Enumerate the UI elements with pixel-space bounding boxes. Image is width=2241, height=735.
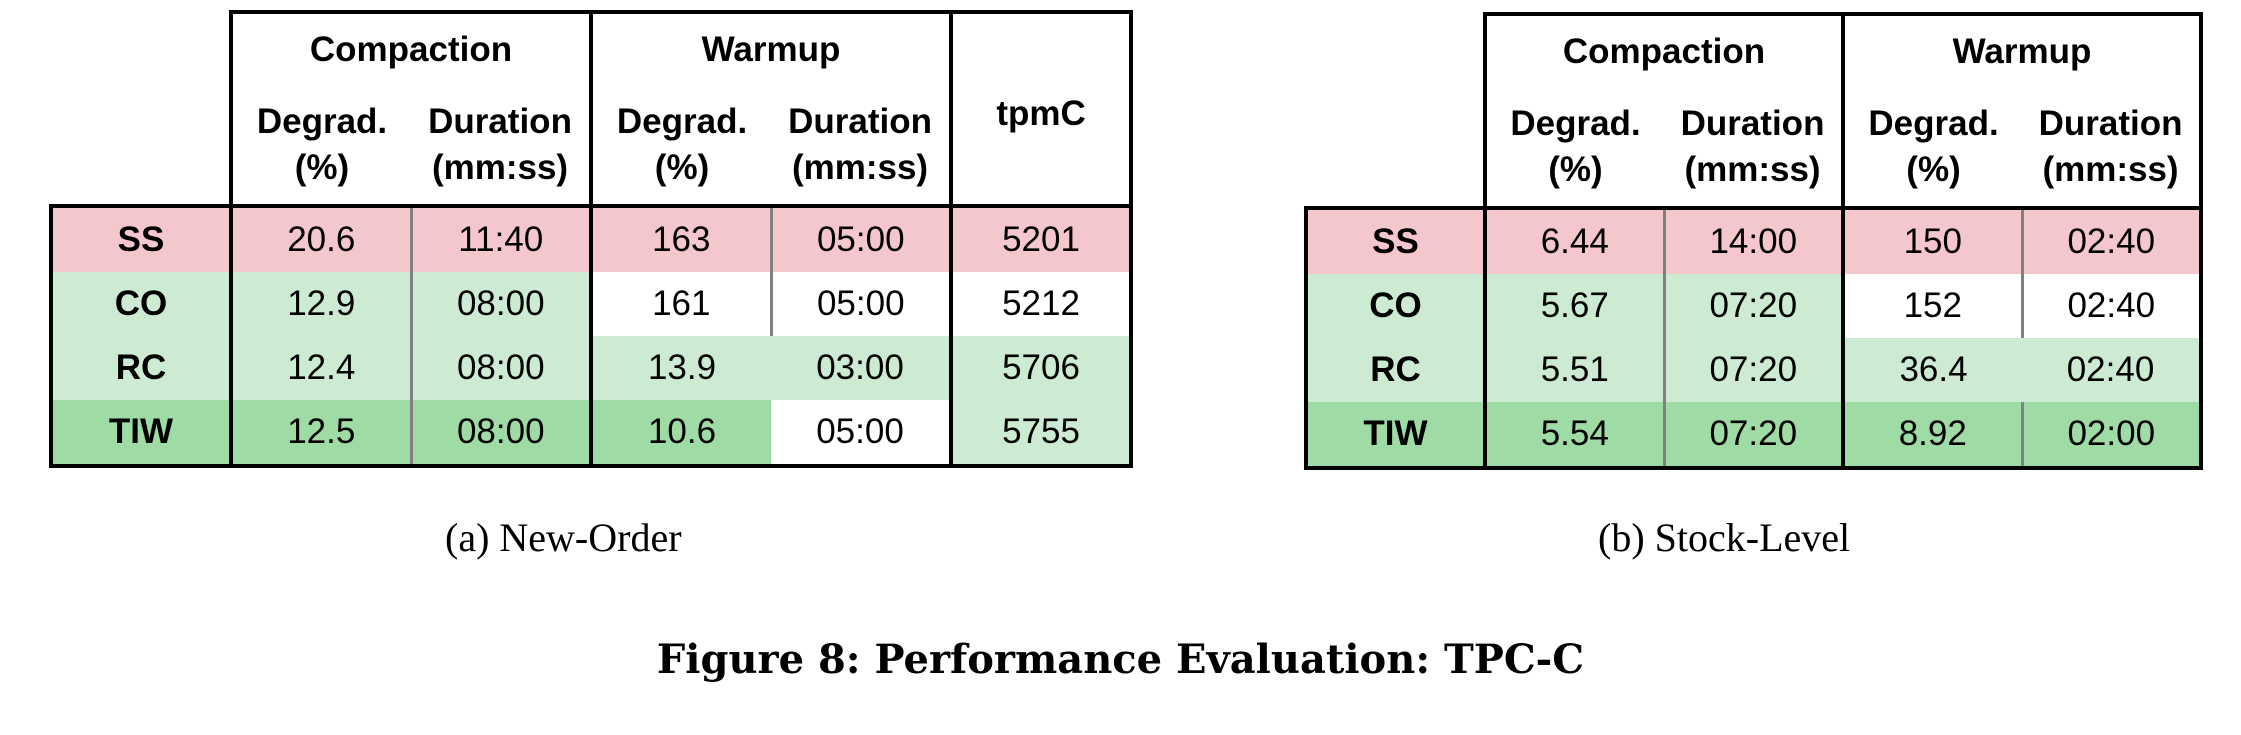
compaction-degrad: 12.4 xyxy=(229,336,413,400)
table-row: RC 12.4 08:00 13.9 03:00 5706 xyxy=(49,336,1134,400)
row-label: CO xyxy=(49,272,231,336)
group-warmup: Warmup xyxy=(589,10,952,86)
tpmc-value: 5706 xyxy=(949,336,1134,400)
compaction-duration: 07:20 xyxy=(1664,402,1844,470)
table-row: TIW 5.54 07:20 8.92 02:00 xyxy=(1304,402,2204,470)
warmup-duration: 05:00 xyxy=(771,204,952,272)
warmup-degrad: 163 xyxy=(589,204,773,272)
table-row: SS 6.44 14:00 150 02:40 xyxy=(1304,206,2204,274)
group-compaction: Compaction xyxy=(228,10,592,86)
group-warmup: Warmup xyxy=(1841,12,2204,88)
table-row: CO 12.9 08:00 161 05:00 5212 xyxy=(49,272,1134,336)
warmup-degrad: 161 xyxy=(589,272,773,336)
header-warmup-degrad: Degrad. (%) xyxy=(589,86,772,206)
subcaption-b: (b) Stock-Level xyxy=(1598,515,1851,560)
group-compaction: Compaction xyxy=(1482,12,1844,88)
warmup-degrad: 13.9 xyxy=(589,336,772,400)
table-row: CO 5.67 07:20 152 02:40 xyxy=(1304,274,2204,338)
row-label: TIW xyxy=(1304,402,1485,470)
header-compaction-duration: Duration (mm:ss) xyxy=(428,102,572,187)
warmup-duration: 02:40 xyxy=(2022,338,2204,402)
compaction-degrad: 12.9 xyxy=(229,272,413,336)
header-compaction-degrad: Degrad. (%) xyxy=(1483,88,1664,208)
row-label: CO xyxy=(1304,274,1485,338)
table-row: RC 5.51 07:20 36.4 02:40 xyxy=(1304,338,2204,402)
warmup-duration: 03:00 xyxy=(771,336,952,400)
header-tpmc: tpmC xyxy=(949,10,1134,206)
table-row: SS 20.6 11:40 163 05:00 5201 xyxy=(49,204,1134,272)
compaction-degrad: 12.5 xyxy=(229,400,413,468)
table-row: TIW 12.5 08:00 10.6 05:00 5755 xyxy=(49,400,1134,468)
compaction-duration: 08:00 xyxy=(411,336,592,400)
header-warmup-degrad: Degrad. (%) xyxy=(1841,88,2023,208)
header-warmup-duration: Duration (mm:ss) xyxy=(788,102,932,187)
row-label: SS xyxy=(49,204,231,272)
header-warmup-duration: Duration (mm:ss) xyxy=(2022,88,2204,208)
warmup-duration: 05:00 xyxy=(771,272,952,336)
warmup-degrad: 8.92 xyxy=(1841,402,2024,470)
compaction-degrad: 5.54 xyxy=(1483,402,1666,470)
row-label: TIW xyxy=(49,400,231,468)
new-order-table: Compaction Warmup tpmC Degrad. (%) Durati… xyxy=(49,10,1134,468)
compaction-duration: 07:20 xyxy=(1664,338,1844,402)
compaction-duration: 08:00 xyxy=(411,400,592,468)
figure-caption: Figure 8: Performance Evaluation: TPC-C xyxy=(656,636,1585,683)
row-label: RC xyxy=(49,336,231,400)
compaction-degrad: 20.6 xyxy=(229,204,413,272)
row-label: SS xyxy=(1304,206,1485,274)
warmup-duration: 02:40 xyxy=(2022,206,2204,274)
compaction-degrad: 5.67 xyxy=(1483,274,1666,338)
compaction-duration: 07:20 xyxy=(1664,274,1844,338)
tpmc-value: 5212 xyxy=(949,272,1134,336)
warmup-degrad: 10.6 xyxy=(589,400,772,468)
compaction-duration: 08:00 xyxy=(411,272,592,336)
header-compaction-degrad: Degrad. (%) xyxy=(229,86,411,206)
warmup-duration: 05:00 xyxy=(771,400,952,468)
stock-level-table: Compaction Warmup Degrad. (%) Duration (mm… xyxy=(1304,12,2204,470)
warmup-degrad: 150 xyxy=(1841,206,2024,274)
header-compaction-duration: Duration (mm:ss) xyxy=(1680,104,1825,189)
warmup-duration: 02:00 xyxy=(2022,402,2204,470)
warmup-duration: 02:40 xyxy=(2022,274,2204,338)
row-label: RC xyxy=(1304,338,1485,402)
tpmc-value: 5755 xyxy=(949,400,1134,468)
empty-corner xyxy=(51,12,231,206)
warmup-degrad: 36.4 xyxy=(1841,338,2023,402)
subcaption-a: (a) New-Order xyxy=(445,515,682,560)
compaction-duration: 14:00 xyxy=(1664,206,1844,274)
tpmc-value: 5201 xyxy=(949,204,1134,272)
compaction-degrad: 6.44 xyxy=(1483,206,1666,274)
warmup-degrad: 152 xyxy=(1841,274,2024,338)
empty-corner xyxy=(1306,14,1485,208)
compaction-duration: 11:40 xyxy=(411,204,592,272)
compaction-degrad: 5.51 xyxy=(1483,338,1666,402)
